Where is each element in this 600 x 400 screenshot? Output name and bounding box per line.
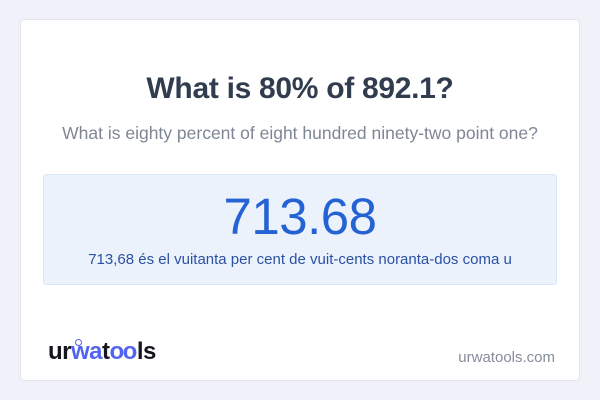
question-title: What is 80% of 892.1? [146, 72, 454, 105]
logo-segment: ur [48, 338, 72, 366]
logo-ring-icon [75, 339, 82, 347]
result-sentence: 713,68 és el vuitanta per cent de vuit-c… [88, 251, 512, 269]
result-value: 713.68 [223, 187, 378, 245]
brand-logo[interactable]: ur watools [48, 338, 156, 367]
logo-segment: oo [109, 338, 138, 366]
result-card: What is 80% of 892.1? What is eighty per… [20, 19, 580, 381]
logo-segment: t [102, 338, 110, 366]
result-box: 713.68 713,68 és el vuitanta per cent de… [43, 173, 557, 285]
website-url: urwatools.com [458, 348, 555, 366]
card-footer: ur watools urwatools.com [48, 338, 555, 367]
logo-segment: ls [136, 338, 157, 366]
question-subtitle: What is eighty percent of eight hundred … [62, 122, 538, 143]
